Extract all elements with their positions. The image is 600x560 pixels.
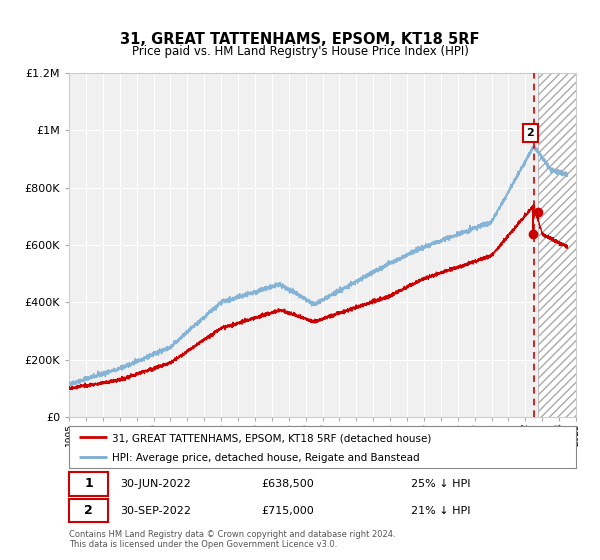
Text: 25% ↓ HPI: 25% ↓ HPI	[411, 479, 470, 489]
Text: This data is licensed under the Open Government Licence v3.0.: This data is licensed under the Open Gov…	[69, 540, 337, 549]
Text: HPI: Average price, detached house, Reigate and Banstead: HPI: Average price, detached house, Reig…	[112, 453, 420, 463]
Text: 1: 1	[84, 477, 93, 491]
Text: Price paid vs. HM Land Registry's House Price Index (HPI): Price paid vs. HM Land Registry's House …	[131, 45, 469, 58]
Text: 31, GREAT TATTENHAMS, EPSOM, KT18 5RF: 31, GREAT TATTENHAMS, EPSOM, KT18 5RF	[120, 32, 480, 46]
Text: 30-JUN-2022: 30-JUN-2022	[120, 479, 191, 489]
Text: 31, GREAT TATTENHAMS, EPSOM, KT18 5RF (detached house): 31, GREAT TATTENHAMS, EPSOM, KT18 5RF (d…	[112, 433, 431, 443]
Text: £638,500: £638,500	[261, 479, 314, 489]
Text: Contains HM Land Registry data © Crown copyright and database right 2024.: Contains HM Land Registry data © Crown c…	[69, 530, 395, 539]
Text: 2: 2	[526, 128, 534, 138]
Text: 21% ↓ HPI: 21% ↓ HPI	[411, 506, 470, 516]
Bar	[538, 73, 584, 417]
Text: 30-SEP-2022: 30-SEP-2022	[120, 506, 191, 516]
Text: 2: 2	[84, 504, 93, 517]
Text: £715,000: £715,000	[261, 506, 314, 516]
